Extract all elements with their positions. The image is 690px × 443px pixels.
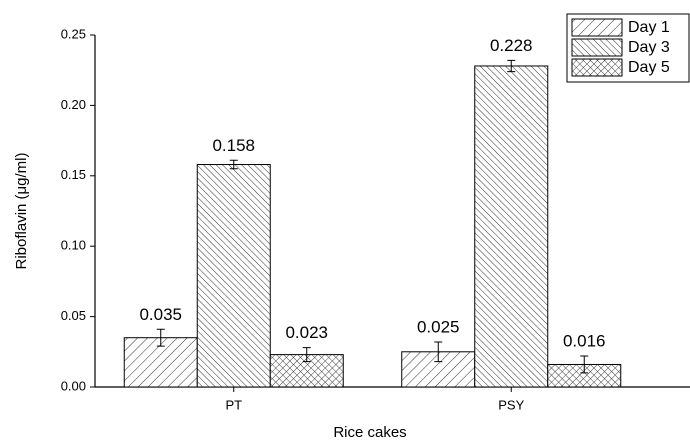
legend-label: Day 3 [628,39,670,56]
value-label: 0.228 [490,36,533,55]
error-bar [229,159,238,170]
value-label: 0.016 [563,332,606,351]
legend-label: Day 1 [628,19,670,36]
value-label: 0.035 [139,305,182,324]
y-tick-label: 0.10 [61,238,86,253]
y-tick-label: 0.05 [61,308,86,323]
value-label: 0.023 [285,323,328,342]
error-bar [580,355,589,374]
error-bar [507,59,516,73]
y-tick-label: 0.15 [61,167,86,182]
bar [196,164,271,388]
legend-swatch [571,58,623,77]
x-axis-label: Rice cakes [333,424,406,441]
bar [474,65,549,388]
y-axis-label: Riboflavin (μg/ml) [13,152,30,269]
legend-label: Day 5 [628,59,670,76]
y-tick-label: 0.20 [61,97,86,112]
y-tick-label: 0.00 [61,378,86,393]
y-tick-label: 0.25 [61,26,86,41]
error-bar [302,347,311,363]
error-bar [434,341,443,363]
legend-swatch [571,38,623,57]
value-label: 0.158 [212,136,255,155]
value-label: 0.025 [417,317,460,336]
x-tick-label: PSY [498,397,524,412]
x-tick-label: PT [225,397,242,412]
error-bar [156,328,165,347]
legend-swatch [571,18,623,37]
